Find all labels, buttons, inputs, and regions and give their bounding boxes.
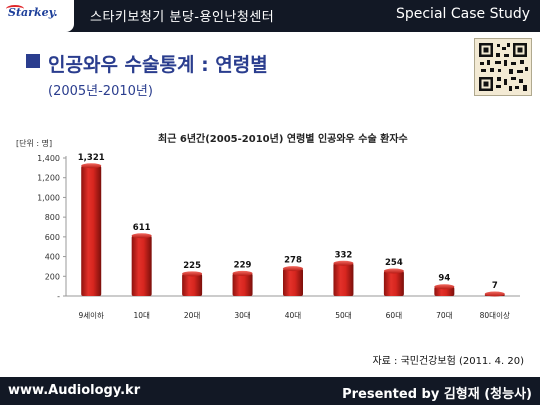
chart-title: 최근 6년간(2005-2010년) 연령별 인공와우 수술 환자수: [158, 134, 408, 145]
logo-swoosh-icon: [6, 5, 24, 13]
chart-bar-top: [232, 270, 253, 276]
data-label: 7: [492, 281, 498, 291]
starkey-logo: Starkey.: [0, 0, 74, 32]
chart-bar-top: [283, 266, 303, 272]
slide-title-text: 인공와우 수술통계 : 연령별: [48, 54, 268, 76]
qr-code-graphic: [479, 43, 528, 91]
source-note: 자료 : 국민건강보험 (2011. 4. 20): [372, 356, 524, 367]
chart-bar-top: [81, 163, 102, 169]
x-tick-label: 50대: [335, 311, 352, 320]
header-center-text: 스타키보청기 분당-용인난청센터: [90, 10, 275, 25]
chart-bar: [232, 273, 253, 296]
chart-bar: [333, 263, 354, 296]
data-label: 332: [335, 250, 353, 260]
x-tick-label: 20대: [184, 311, 201, 320]
slide-subtitle: (2005년-2010년): [48, 84, 153, 99]
data-label: 254: [385, 258, 403, 268]
header-right-text: Special Case Study: [395, 6, 530, 22]
y-tick-label: 1,000: [37, 193, 60, 202]
chart-bar-top: [434, 284, 455, 290]
data-label: 611: [133, 223, 151, 233]
chart-bar: [81, 165, 102, 296]
chart-bar-top: [131, 233, 152, 239]
data-label: 278: [284, 256, 302, 266]
y-tick-label: 200: [45, 272, 60, 281]
x-tick-label: 10대: [133, 311, 150, 320]
y-tick-label: -: [57, 292, 60, 301]
footer-bar: www.Audiology.kr Presented by 김형재 (청능사): [0, 377, 540, 405]
y-tick-label: 1,200: [37, 174, 60, 183]
y-tick-label: 1,400: [37, 154, 60, 163]
y-tick-label: 800: [45, 213, 60, 222]
data-label: 229: [234, 260, 252, 270]
chart-bar: [434, 286, 455, 296]
data-label: 225: [183, 261, 201, 271]
website-link[interactable]: www.Audiology.kr: [8, 383, 141, 398]
x-tick-label: 9세이하: [78, 310, 104, 320]
chart-bar-top: [484, 291, 505, 297]
x-tick-label: 40대: [285, 311, 302, 320]
y-tick-label: 400: [45, 253, 60, 262]
x-tick-label: 80대이상: [480, 310, 510, 320]
chart-unit-label: [단위 : 명]: [16, 139, 53, 148]
y-tick-label: 600: [45, 233, 60, 242]
chart-bar: [182, 273, 203, 296]
chart-bar-top: [333, 260, 354, 266]
presenter-credit: Presented by 김형재 (청능사): [342, 387, 532, 402]
chart-bar: [383, 270, 404, 296]
bar-chart: 1,400 1,200 1,000 800 600 400 200 - 1,321 9세이하 611…: [37, 153, 520, 320]
header-bar: Starkey. 스타키보청기 분당-용인난청센터 Special Case S…: [0, 0, 540, 32]
chart-bar: [283, 268, 303, 296]
chart-panel: 최근 6년간(2005-2010년) 연령별 인공와우 수술 환자수 [단위 :…: [8, 116, 530, 338]
x-tick-label: 60대: [386, 311, 403, 320]
chart-bar: [131, 235, 152, 296]
qr-code-icon: [474, 38, 532, 96]
x-tick-label: 70대: [436, 311, 453, 320]
data-label: 1,321: [78, 153, 105, 163]
logo-text: Starkey.: [8, 6, 58, 19]
chart-bar-top: [383, 268, 404, 274]
data-label: 94: [438, 274, 450, 284]
chart-bar-top: [182, 271, 203, 277]
title-bullet-icon: [26, 54, 40, 68]
x-tick-label: 30대: [234, 311, 251, 320]
